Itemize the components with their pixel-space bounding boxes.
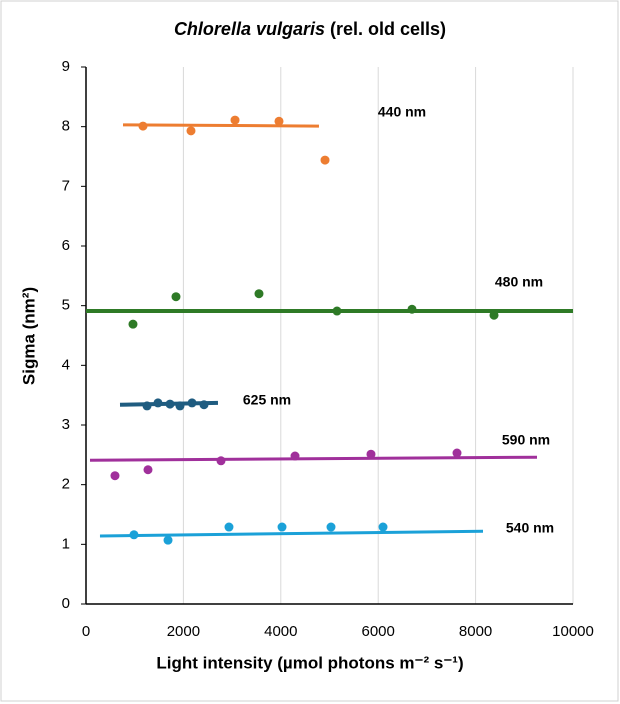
y-tick-label: 2 bbox=[62, 476, 70, 493]
x-tick-label: 8000 bbox=[459, 623, 492, 640]
data-point bbox=[175, 401, 185, 411]
y-axis-label: Sigma (nm²) bbox=[19, 287, 38, 385]
trendline bbox=[123, 123, 319, 128]
x-tick-label: 6000 bbox=[362, 623, 395, 640]
data-point bbox=[290, 451, 300, 461]
data-point bbox=[332, 306, 342, 316]
title-rest: (rel. old cells) bbox=[325, 19, 446, 39]
y-tick-label: 6 bbox=[62, 237, 70, 254]
data-point bbox=[254, 289, 264, 299]
y-tick-label: 0 bbox=[62, 595, 70, 612]
y-tick-label: 7 bbox=[62, 177, 70, 194]
series-label: 625 nm bbox=[243, 392, 291, 408]
data-point bbox=[320, 155, 330, 165]
data-point bbox=[366, 449, 376, 459]
y-tick-label: 9 bbox=[62, 58, 70, 75]
data-point bbox=[378, 522, 388, 532]
data-point bbox=[138, 121, 148, 131]
data-point bbox=[165, 399, 175, 409]
data-point bbox=[129, 530, 139, 540]
data-point bbox=[489, 310, 499, 320]
series-label: 440 nm bbox=[378, 104, 426, 120]
series-label: 590 nm bbox=[502, 432, 550, 448]
chart-title: Chlorella vulgaris (rel. old cells) bbox=[174, 19, 446, 39]
y-tick-label: 3 bbox=[62, 416, 70, 433]
y-tick-label: 8 bbox=[62, 118, 70, 135]
data-point bbox=[452, 448, 462, 458]
data-point bbox=[224, 522, 234, 532]
data-point bbox=[143, 465, 153, 475]
data-point bbox=[128, 319, 138, 329]
data-point bbox=[186, 126, 196, 136]
trendline bbox=[89, 455, 538, 462]
data-point bbox=[171, 292, 181, 302]
y-tick-label: 4 bbox=[62, 356, 70, 373]
data-point bbox=[199, 400, 209, 410]
series-label: 480 nm bbox=[495, 274, 543, 290]
data-point bbox=[187, 398, 197, 408]
data-point bbox=[153, 398, 163, 408]
x-axis-label: Light intensity (µmol photons m⁻² s⁻¹) bbox=[156, 653, 463, 672]
data-point bbox=[142, 401, 152, 411]
trendline bbox=[99, 529, 484, 538]
series-label: 540 nm bbox=[506, 520, 554, 536]
data-point bbox=[277, 522, 287, 532]
x-tick-label: 4000 bbox=[264, 623, 297, 640]
data-point bbox=[274, 116, 284, 126]
x-tick-label: 10000 bbox=[552, 623, 594, 640]
x-tick-label: 0 bbox=[82, 623, 90, 640]
y-tick-label: 1 bbox=[62, 535, 70, 552]
data-point bbox=[110, 471, 120, 481]
y-tick-label: 5 bbox=[62, 297, 70, 314]
x-tick-label: 2000 bbox=[167, 623, 200, 640]
data-point bbox=[407, 304, 417, 314]
data-point bbox=[163, 535, 173, 545]
title-italic: Chlorella vulgaris bbox=[174, 19, 325, 39]
data-point bbox=[230, 115, 240, 125]
data-point bbox=[326, 522, 336, 532]
data-point bbox=[216, 456, 226, 466]
